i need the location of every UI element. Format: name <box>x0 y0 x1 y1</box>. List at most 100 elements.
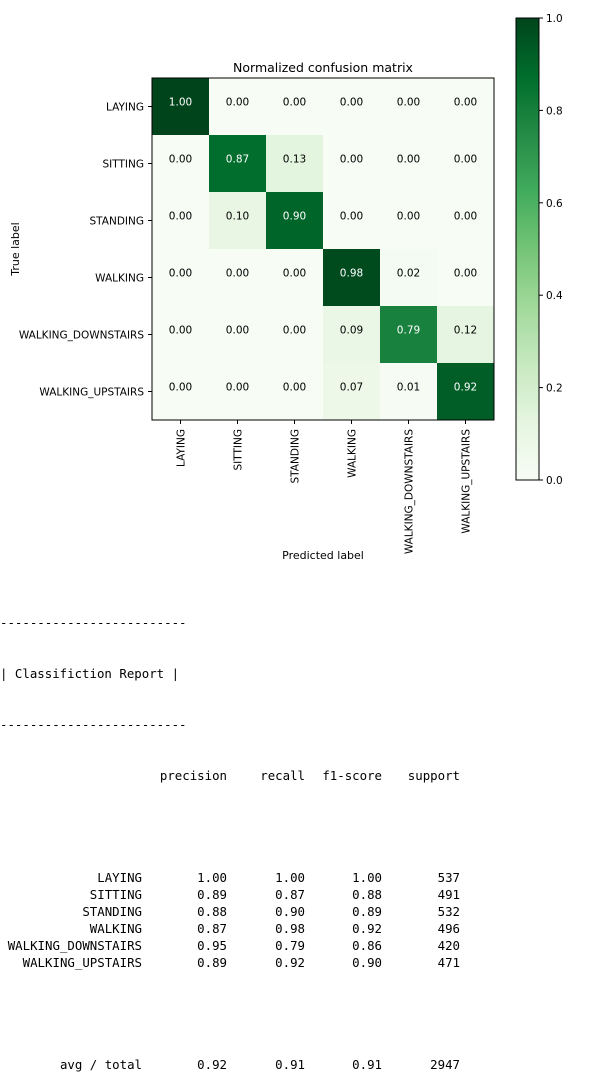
row-support: 532 <box>437 904 460 919</box>
row-f1: 0.88 <box>352 887 382 902</box>
cell-value-label: 0.00 <box>226 325 249 337</box>
matrix-cell <box>266 135 324 193</box>
classification-report: ------------------------- | Classifictio… <box>0 580 460 1090</box>
row-recall: 1.00 <box>275 870 305 885</box>
cell-value-label: 0.00 <box>169 154 192 166</box>
cell-value-label: 0.00 <box>454 97 477 109</box>
x-tick-label: LAYING <box>176 429 188 467</box>
report-header-row: precision recall f1-score support <box>0 767 460 784</box>
colorbar-tick-labels: 0.0 0.2 0.4 0.6 0.8 1.0 <box>539 13 563 487</box>
col-support: support <box>407 768 460 783</box>
row-f1: 0.92 <box>352 921 382 936</box>
x-tick-label: SITTING <box>233 429 245 471</box>
total-f1: 0.91 <box>352 1057 382 1072</box>
report-row: WALKING 0.87 0.98 0.92 496 <box>0 920 460 937</box>
cell-value-label: 0.00 <box>283 268 306 280</box>
row-support: 420 <box>437 938 460 953</box>
matrix-cell <box>437 135 495 193</box>
x-tick-label: WALKING_UPSTAIRS <box>461 429 473 534</box>
cell-value-label: 0.00 <box>340 211 363 223</box>
matrix-cell <box>380 192 438 250</box>
row-support: 471 <box>437 955 460 970</box>
report-row: WALKING_UPSTAIRS 0.89 0.92 0.90 471 <box>0 954 460 971</box>
matrix-cell <box>266 249 324 307</box>
cell-value-label: 0.07 <box>340 382 363 394</box>
cell-value-label: 0.87 <box>226 154 249 166</box>
row-label: STANDING <box>82 904 142 919</box>
report-heading: | Classifiction Report | <box>0 666 180 681</box>
report-row: LAYING 1.00 1.00 1.00 537 <box>0 869 460 886</box>
total-precision: 0.92 <box>197 1057 227 1072</box>
matrix-cell <box>380 249 438 307</box>
row-precision: 0.87 <box>197 921 227 936</box>
row-support: 537 <box>437 870 460 885</box>
cell-value-label: 0.02 <box>397 268 420 280</box>
matrix-cell <box>209 249 267 307</box>
matrix-cell <box>323 249 381 307</box>
report-row: WALKING_DOWNSTAIRS 0.95 0.79 0.86 420 <box>0 937 460 954</box>
matrix-cell <box>380 363 438 421</box>
matrix-cell <box>209 192 267 250</box>
matrix-cell <box>266 363 324 421</box>
matrix-cell <box>152 192 210 250</box>
total-recall: 0.91 <box>275 1057 305 1072</box>
cell-value-label: 0.00 <box>454 268 477 280</box>
matrix-cell <box>266 192 324 250</box>
matrix-cell <box>380 78 438 136</box>
col-precision: precision <box>159 768 227 783</box>
cell-value-label: 1.00 <box>169 97 192 109</box>
matrix-cell <box>152 78 210 136</box>
matrix-cell <box>266 306 324 364</box>
total-support: 2947 <box>430 1057 460 1072</box>
report-row: STANDING 0.88 0.90 0.89 532 <box>0 903 460 920</box>
cell-value-label: 0.00 <box>454 211 477 223</box>
matrix-cell <box>209 78 267 136</box>
cell-value-label: 0.00 <box>397 211 420 223</box>
matrix-cell <box>323 78 381 136</box>
matrix-cell <box>323 306 381 364</box>
matrix-cell <box>380 306 438 364</box>
row-f1: 0.89 <box>352 904 382 919</box>
cell-value-label: 0.98 <box>340 268 363 280</box>
y-tick-label: LAYING <box>106 102 144 114</box>
cell-value-label: 0.13 <box>283 154 306 166</box>
colorbar-tick-label: 1.0 <box>546 13 563 25</box>
cell-value-label: 0.00 <box>226 382 249 394</box>
y-tick-label: WALKING <box>95 273 144 285</box>
matrix-cell-labels: 1.00 0.00 0.00 0.00 0.00 0.00 0.00 0.87 0.13 0.00… <box>169 97 477 394</box>
cell-value-label: 0.09 <box>340 325 363 337</box>
cell-value-label: 0.00 <box>169 211 192 223</box>
cell-value-label: 0.00 <box>283 382 306 394</box>
row-recall: 0.98 <box>275 921 305 936</box>
matrix-cell <box>152 135 210 193</box>
y-tick-labels: LAYING SITTING STANDING WALKING WALKING_DOWN… <box>19 102 152 399</box>
matrix-cell <box>437 306 495 364</box>
cell-value-label: 0.00 <box>226 268 249 280</box>
matrix-cell <box>437 363 495 421</box>
colorbar-tick-label: 0.8 <box>546 105 563 117</box>
matrix-cell <box>323 363 381 421</box>
x-tick-label: WALKING_DOWNSTAIRS <box>404 429 416 554</box>
col-recall: recall <box>260 768 305 783</box>
cell-value-label: 0.01 <box>397 382 420 394</box>
report-row: SITTING 0.89 0.87 0.88 491 <box>0 886 460 903</box>
matrix-cell <box>152 249 210 307</box>
cell-value-label: 0.00 <box>169 382 192 394</box>
cell-value-label: 0.00 <box>169 325 192 337</box>
row-f1: 0.86 <box>352 938 382 953</box>
chart-title: Normalized confusion matrix <box>233 60 413 75</box>
cell-value-label: 0.00 <box>169 268 192 280</box>
cell-value-label: 0.00 <box>283 325 306 337</box>
matrix-cell <box>437 192 495 250</box>
colorbar <box>515 17 540 481</box>
row-label: SITTING <box>89 887 142 902</box>
x-axis-label: Predicted label <box>282 549 364 562</box>
cell-value-label: 0.00 <box>397 97 420 109</box>
cell-value-label: 0.00 <box>340 154 363 166</box>
cell-value-label: 0.12 <box>454 325 477 337</box>
y-axis-label: True label <box>9 222 22 276</box>
matrix-cells <box>152 78 495 421</box>
row-precision: 0.89 <box>197 887 227 902</box>
row-f1: 0.90 <box>352 955 382 970</box>
matrix-cell <box>437 78 495 136</box>
